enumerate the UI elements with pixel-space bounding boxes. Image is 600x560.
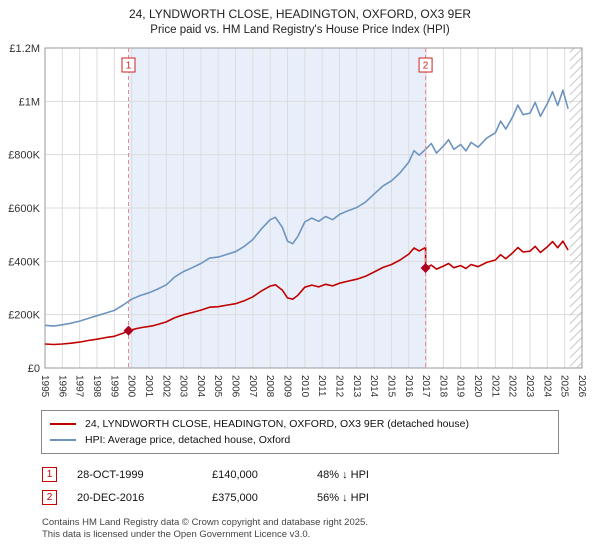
svg-text:2018: 2018 xyxy=(437,375,448,398)
svg-text:2023: 2023 xyxy=(524,375,535,398)
chart-header: 24, LYNDWORTH CLOSE, HEADINGTON, OXFORD,… xyxy=(0,0,600,36)
svg-text:2010: 2010 xyxy=(299,375,310,398)
svg-text:2004: 2004 xyxy=(195,375,206,398)
svg-text:2005: 2005 xyxy=(212,375,223,398)
svg-text:2016: 2016 xyxy=(403,375,414,398)
footer-line-2: This data is licensed under the Open Gov… xyxy=(42,529,311,541)
svg-text:£800K: £800K xyxy=(8,150,40,162)
svg-text:2024: 2024 xyxy=(541,375,552,398)
sale-annotations: 1 28-OCT-1999 £140,000 48% ↓ HPI 2 20-DE… xyxy=(42,463,600,509)
svg-text:£0: £0 xyxy=(28,363,40,375)
svg-text:£1.2M: £1.2M xyxy=(9,43,40,55)
svg-text:£400K: £400K xyxy=(8,256,40,268)
svg-text:2025: 2025 xyxy=(559,375,570,398)
svg-text:1995: 1995 xyxy=(39,375,50,398)
svg-text:2007: 2007 xyxy=(247,375,258,398)
svg-text:2002: 2002 xyxy=(160,375,171,398)
svg-text:1998: 1998 xyxy=(91,375,102,398)
svg-text:1996: 1996 xyxy=(56,375,67,398)
svg-text:1997: 1997 xyxy=(74,375,85,398)
svg-text:2012: 2012 xyxy=(333,375,344,398)
svg-text:2026: 2026 xyxy=(576,375,587,398)
sale-1-price: £140,000 xyxy=(212,468,258,481)
legend-item-hpi: HPI: Average price, detached house, Oxfo… xyxy=(50,432,550,448)
sale-2-hpi-delta: 56% ↓ HPI xyxy=(317,491,369,504)
sale-2-price: £375,000 xyxy=(212,491,258,504)
svg-text:2009: 2009 xyxy=(282,375,293,398)
svg-text:1999: 1999 xyxy=(108,375,119,398)
sale-1-marker: 1 xyxy=(42,467,57,482)
footer-line-1: Contains HM Land Registry data © Crown c… xyxy=(42,517,368,528)
svg-text:2014: 2014 xyxy=(368,375,379,398)
sale-2-date: 20-DEC-2016 xyxy=(77,491,145,504)
svg-text:2015: 2015 xyxy=(385,375,396,398)
svg-text:£600K: £600K xyxy=(8,203,40,215)
sale-1-date: 28-OCT-1999 xyxy=(77,468,144,481)
page-subtitle: Price paid vs. HM Land Registry's House … xyxy=(150,24,450,36)
sale-row-2: 2 20-DEC-2016 £375,000 56% ↓ HPI xyxy=(42,486,600,509)
svg-text:2013: 2013 xyxy=(351,375,362,398)
price-chart: 1 2 £0 £200K £400K £600K £800K £1M £1.2M 1995 1996… xyxy=(8,43,587,398)
chart-legend: 24, LYNDWORTH CLOSE, HEADINGTON, OXFORD,… xyxy=(41,410,559,454)
sale-2-marker: 2 xyxy=(42,490,57,505)
legend-item-price-paid: 24, LYNDWORTH CLOSE, HEADINGTON, OXFORD,… xyxy=(50,416,550,432)
svg-text:£1M: £1M xyxy=(19,96,40,108)
legend-label: 24, LYNDWORTH CLOSE, HEADINGTON, OXFORD,… xyxy=(85,418,469,430)
svg-text:2008: 2008 xyxy=(264,375,275,398)
svg-text:2021: 2021 xyxy=(489,375,500,398)
svg-text:2006: 2006 xyxy=(230,375,241,398)
svg-text:£200K: £200K xyxy=(8,310,40,322)
license-footer: Contains HM Land Registry data © Crown c… xyxy=(42,517,600,542)
sale-row-1: 1 28-OCT-1999 £140,000 48% ↓ HPI xyxy=(42,463,600,486)
svg-text:2001: 2001 xyxy=(143,375,154,398)
page-title: 24, LYNDWORTH CLOSE, HEADINGTON, OXFORD,… xyxy=(128,7,472,21)
svg-text:1: 1 xyxy=(126,61,132,72)
price-paid-line-swatch xyxy=(50,423,76,425)
svg-text:2000: 2000 xyxy=(126,375,137,398)
svg-text:2003: 2003 xyxy=(178,375,189,398)
svg-text:2019: 2019 xyxy=(455,375,466,398)
svg-text:2022: 2022 xyxy=(507,375,518,398)
svg-text:2020: 2020 xyxy=(472,375,483,398)
sale-1-hpi-delta: 48% ↓ HPI xyxy=(317,468,369,481)
svg-text:2011: 2011 xyxy=(316,375,327,397)
svg-text:2017: 2017 xyxy=(420,375,431,398)
chart-area: 1 2 £0 £200K £400K £600K £800K £1M £1.2M 1995 1996… xyxy=(0,36,600,408)
hpi-line-swatch xyxy=(50,439,76,441)
legend-label: HPI: Average price, detached house, Oxfo… xyxy=(85,434,291,446)
svg-text:2: 2 xyxy=(423,61,429,72)
